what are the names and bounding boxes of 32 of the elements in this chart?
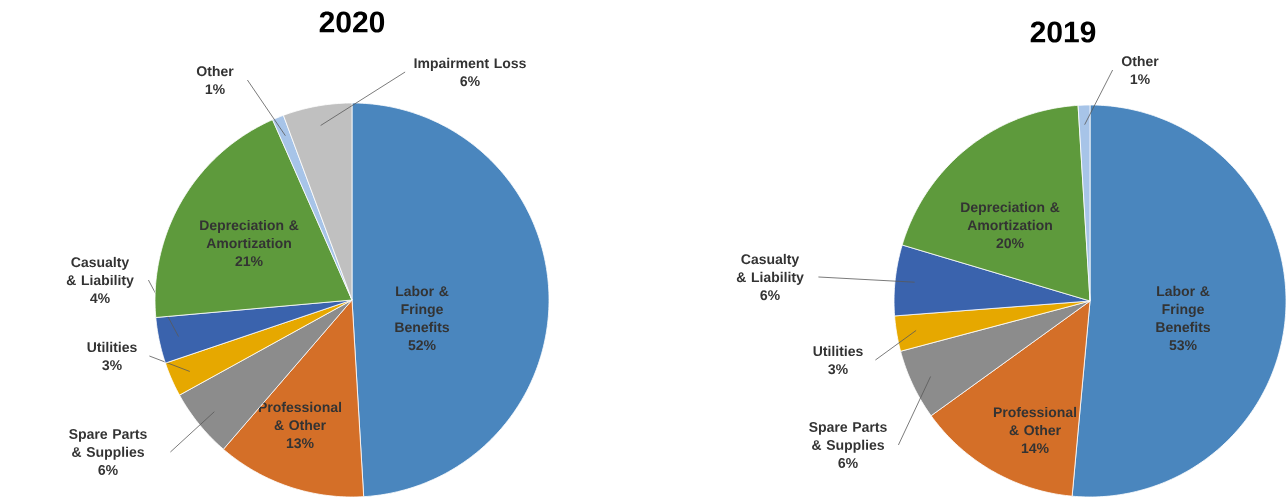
data-label: 6% [838, 458, 858, 468]
data-label: 52% [408, 340, 436, 351]
chart-title: 2020 [319, 11, 385, 33]
slice-label: Labor & Fringe Benefits [395, 285, 450, 333]
data-label: 1% [205, 84, 225, 95]
data-label: 53% [1169, 340, 1197, 351]
data-label: 6% [460, 76, 480, 87]
slice-label: Impairment Loss [414, 57, 526, 71]
slice-label: Casualty & Liability [66, 256, 134, 288]
slice-label: Utilities [87, 341, 137, 353]
data-label: 13% [286, 438, 314, 449]
slice-label: Spare Parts & Supplies [809, 422, 887, 453]
data-label: 14% [1021, 443, 1049, 454]
data-label: 20% [996, 238, 1024, 249]
slice-label: Labor & Fringe Benefits [1156, 285, 1211, 333]
slice-label: Professional & Other [993, 406, 1077, 436]
data-label: 3% [828, 364, 848, 375]
data-label: 1% [1130, 74, 1150, 85]
slice-label: Other [1121, 55, 1159, 67]
data-label: 3% [102, 360, 122, 371]
slice-label: Spare Parts & Supplies [69, 429, 147, 460]
chart-title: 2019 [1030, 21, 1096, 43]
slice-label: Other [196, 65, 234, 77]
data-label: 4% [90, 293, 110, 304]
data-label: 6% [760, 290, 780, 301]
data-label: 21% [235, 256, 263, 267]
slice-label: Casualty & Liability [736, 253, 804, 285]
slice-label: Depreciation & Amortization [200, 219, 299, 249]
data-label: 6% [98, 465, 118, 475]
slice-label: Depreciation & Amortization [961, 201, 1060, 231]
slice-label: Professional & Other [258, 401, 342, 431]
slice-label: Utilities [813, 345, 863, 357]
